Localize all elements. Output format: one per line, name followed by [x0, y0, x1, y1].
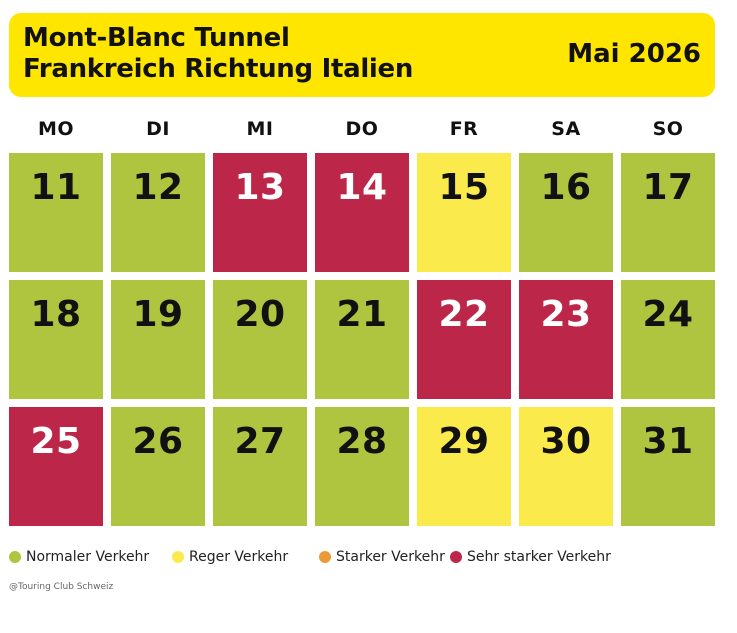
day-number: 26	[132, 421, 184, 462]
day-cell: 12	[111, 153, 205, 272]
day-cell: 24	[621, 280, 715, 399]
day-cell: 13	[213, 153, 307, 272]
legend-item-reger: Reger Verkehr	[172, 549, 288, 565]
day-number: 14	[336, 167, 388, 208]
day-number: 13	[234, 167, 286, 208]
day-cell: 26	[111, 407, 205, 526]
day-cell: 28	[315, 407, 409, 526]
day-number: 31	[642, 421, 694, 462]
copyright-credit: @Touring Club Schweiz	[9, 582, 114, 592]
legend-dot-icon	[319, 551, 331, 563]
day-cell: 11	[9, 153, 103, 272]
day-cell: 20	[213, 280, 307, 399]
calendar-header: Mont-Blanc Tunnel Frankreich Richtung It…	[9, 13, 715, 97]
day-cell: 25	[9, 407, 103, 526]
day-cell: 15	[417, 153, 511, 272]
day-cell: 18	[9, 280, 103, 399]
day-number: 20	[234, 294, 286, 335]
day-number: 21	[336, 294, 388, 335]
day-cell: 21	[315, 280, 409, 399]
legend-label: Reger Verkehr	[189, 549, 289, 565]
legend-item-sehr: Sehr starker Verkehr	[450, 549, 611, 565]
day-cell: 14	[315, 153, 409, 272]
day-number: 22	[438, 294, 490, 335]
day-number: 16	[540, 167, 592, 208]
day-number: 17	[642, 167, 694, 208]
legend-item-starker: Starker Verkehr	[319, 549, 445, 565]
day-number: 24	[642, 294, 694, 335]
weekday-fr: FR	[449, 118, 479, 140]
weekday-mo: MO	[37, 118, 75, 140]
legend-dot-icon	[450, 551, 462, 563]
day-number: 23	[540, 294, 592, 335]
day-cell: 16	[519, 153, 613, 272]
weekday-so: SO	[652, 118, 684, 140]
day-number: 27	[234, 421, 286, 462]
legend-item-normal: Normaler Verkehr	[9, 549, 149, 565]
day-number: 19	[132, 294, 184, 335]
day-number: 15	[438, 167, 490, 208]
weekday-di: DI	[146, 118, 170, 140]
weekday-do: DO	[345, 118, 379, 140]
day-cell: 19	[111, 280, 205, 399]
day-number: 29	[438, 421, 490, 462]
legend-dot-icon	[9, 551, 21, 563]
day-number: 28	[336, 421, 388, 462]
day-cell: 23	[519, 280, 613, 399]
legend-label: Sehr starker Verkehr	[467, 549, 611, 565]
weekday-sa: SA	[551, 118, 581, 140]
legend-label: Starker Verkehr	[336, 549, 445, 565]
day-number: 11	[30, 167, 82, 208]
day-cell: 31	[621, 407, 715, 526]
day-number: 18	[30, 294, 82, 335]
day-cell: 30	[519, 407, 613, 526]
legend-label: Normaler Verkehr	[26, 549, 150, 565]
page-title: Mont-Blanc Tunnel Frankreich Richtung It…	[23, 23, 413, 85]
day-cell: 22	[417, 280, 511, 399]
day-cell: 17	[621, 153, 715, 272]
day-cell: 29	[417, 407, 511, 526]
title-line-2: Frankreich Richtung Italien	[23, 54, 414, 84]
title-line-1: Mont-Blanc Tunnel	[23, 23, 290, 53]
legend-dot-icon	[172, 551, 184, 563]
legend: Normaler Verkehr Reger Verkehr Starker V…	[9, 549, 729, 569]
weekday-mi: MI	[246, 118, 274, 140]
day-number: 12	[132, 167, 184, 208]
day-number: 25	[30, 421, 82, 462]
day-number: 30	[540, 421, 592, 462]
month-label: Mai 2026	[567, 39, 701, 69]
day-cell: 27	[213, 407, 307, 526]
calendar-grid: 11 12 13 14 15 16 17 18 19 20 21 22 23 2…	[9, 153, 715, 526]
weekday-header-row: MO DI MI DO FR SA SO	[9, 118, 715, 148]
